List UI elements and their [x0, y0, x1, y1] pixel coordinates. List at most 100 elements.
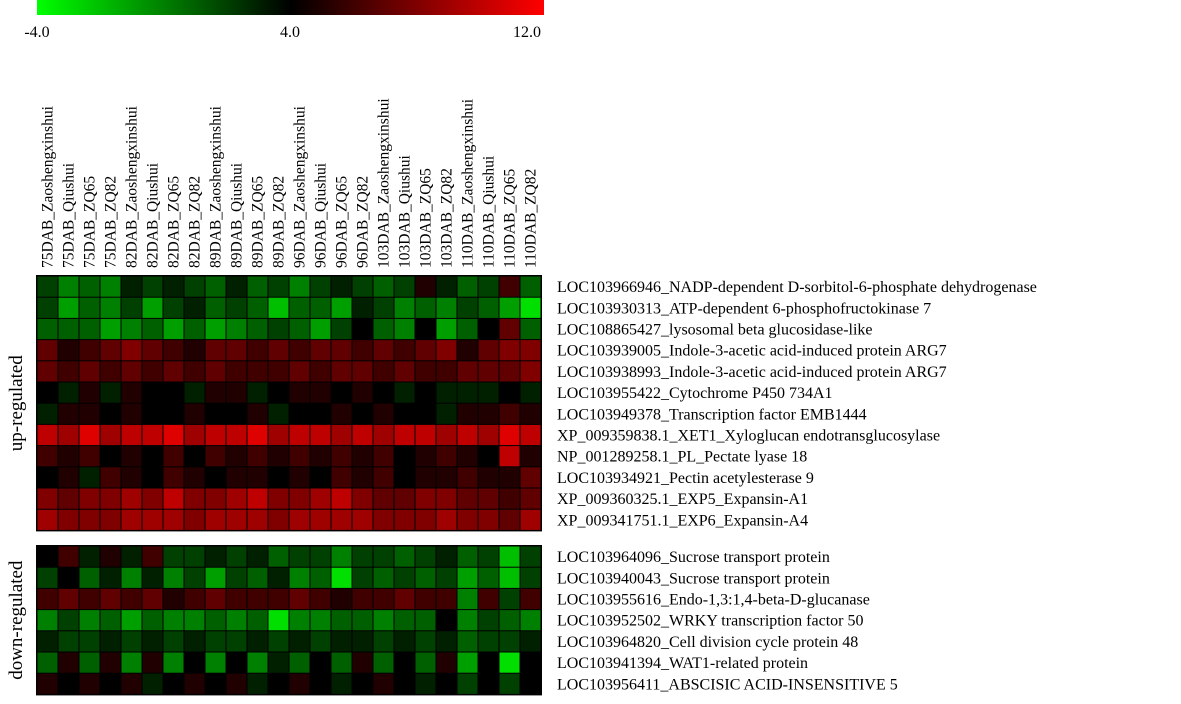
heatmap-cell	[247, 631, 268, 652]
heatmap-cell	[436, 403, 457, 424]
heatmap-cell	[205, 446, 226, 467]
heatmap-cell	[205, 488, 226, 509]
heatmap-cell	[79, 652, 100, 673]
heatmap-cell	[58, 631, 79, 652]
heatmap-cell	[205, 361, 226, 382]
heatmap-cell	[352, 340, 373, 361]
heatmap-cell	[184, 509, 205, 530]
heatmap-cell	[352, 361, 373, 382]
heatmap-cell	[247, 403, 268, 424]
heatmap-cell	[310, 546, 331, 567]
heatmap-cell	[436, 509, 457, 530]
heatmap-cell	[289, 424, 310, 446]
heatmap-cell	[436, 361, 457, 382]
heatmap-cell	[457, 673, 478, 694]
heatmap-cell	[436, 318, 457, 340]
heatmap-cell	[142, 382, 163, 403]
heatmap-group: down-regulated LOC103964096_Sucrose trans…	[6, 545, 898, 696]
heatmap-cell	[373, 610, 394, 631]
heatmap-cell	[394, 509, 415, 530]
heatmap-cell	[79, 610, 100, 631]
heatmap-cell	[520, 467, 541, 488]
heatmap-cell	[415, 318, 436, 340]
heatmap-cell	[331, 673, 352, 694]
heatmap-cell	[373, 673, 394, 694]
heatmap-cell	[121, 424, 142, 446]
row-label: LOC103966946_NADP-dependent D-sorbitol-6…	[557, 279, 1037, 296]
heatmap-cell	[142, 588, 163, 610]
heatmap-cell	[415, 509, 436, 530]
heatmap-cell	[394, 546, 415, 567]
heatmap-cell	[58, 446, 79, 467]
heatmap-cell	[100, 361, 121, 382]
column-label: 75DAB_Zaoshengxinshui	[40, 105, 57, 268]
heatmap-cell	[184, 361, 205, 382]
heatmap-cell	[415, 631, 436, 652]
heatmap-cell	[37, 446, 58, 467]
heatmap-cell	[499, 488, 520, 509]
heatmap-cell	[58, 546, 79, 567]
heatmap-cell	[268, 297, 289, 318]
heatmap-cell	[37, 318, 58, 340]
heatmap-cell	[142, 297, 163, 318]
heatmap-cell	[436, 297, 457, 318]
heatmap-cell	[247, 546, 268, 567]
heatmap-cell	[373, 318, 394, 340]
heatmap-cell	[58, 588, 79, 610]
heatmap-cell	[205, 588, 226, 610]
heatmap-cell	[142, 673, 163, 694]
row-label: NP_001289258.1_PL_Pectate lyase 18	[557, 449, 807, 466]
heatmap-cell	[100, 276, 121, 297]
heatmap-cell	[121, 361, 142, 382]
heatmap-cell	[163, 340, 184, 361]
heatmap-cell	[142, 631, 163, 652]
heatmap-cell	[352, 446, 373, 467]
heatmap-cell	[457, 509, 478, 530]
heatmap-cell	[268, 488, 289, 509]
heatmap-cell	[373, 631, 394, 652]
heatmap-cell	[163, 382, 184, 403]
heatmap-cell	[310, 567, 331, 588]
row-label: XP_009359838.1_XET1_Xyloglucan endotrans…	[557, 428, 940, 445]
heatmap-cell	[100, 488, 121, 509]
heatmap-cell	[394, 276, 415, 297]
heatmap-cell	[247, 361, 268, 382]
heatmap-cell	[331, 631, 352, 652]
heatmap-cell	[373, 361, 394, 382]
heatmap-cell	[310, 297, 331, 318]
column-labels: 75DAB_Zaoshengxinshui 75DAB_Qiushui 75DAB_…	[40, 98, 540, 268]
heatmap-cell	[352, 382, 373, 403]
heatmap-cell	[205, 297, 226, 318]
heatmap-cell	[310, 403, 331, 424]
heatmap-cell	[478, 446, 499, 467]
heatmap-cell	[520, 424, 541, 446]
heatmap-cell	[436, 340, 457, 361]
heatmap-cell	[373, 546, 394, 567]
heatmap-cell	[520, 509, 541, 530]
heatmap-cell	[499, 446, 520, 467]
heatmap-cell	[142, 446, 163, 467]
heatmap-cell	[184, 673, 205, 694]
heatmap-cell	[310, 424, 331, 446]
row-label: LOC103964820_Cell division cycle protein…	[557, 634, 858, 651]
heatmap-cell	[121, 276, 142, 297]
heatmap-cell	[100, 631, 121, 652]
heatmap-cell	[247, 446, 268, 467]
heatmap-cell	[331, 403, 352, 424]
heatmap-cell	[310, 446, 331, 467]
heatmap-cell	[352, 424, 373, 446]
heatmap-cell	[142, 467, 163, 488]
heatmap-cell	[457, 588, 478, 610]
heatmap-cell	[331, 340, 352, 361]
column-label: 75DAB_ZQ82	[103, 176, 120, 268]
heatmap-cell	[142, 318, 163, 340]
heatmap-cell	[436, 652, 457, 673]
heatmap-cell	[394, 567, 415, 588]
heatmap-cell	[331, 318, 352, 340]
heatmap-cell	[163, 631, 184, 652]
heatmap-cell	[499, 318, 520, 340]
heatmap-cell	[58, 652, 79, 673]
heatmap-cell	[289, 652, 310, 673]
heatmap-cell	[289, 403, 310, 424]
heatmap-cell	[457, 382, 478, 403]
